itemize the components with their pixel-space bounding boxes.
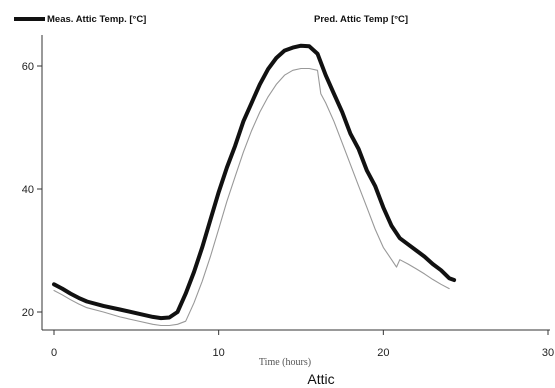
y-tick-label: 40	[22, 184, 34, 196]
series-line-predicted	[53, 67, 450, 327]
x-tick-label: 10	[213, 347, 225, 359]
chart-title: Attic	[307, 371, 334, 387]
series-group	[52, 43, 457, 327]
legend-label-predicted: Pred. Attic Temp [°C]	[314, 14, 408, 25]
series-line-measured	[52, 43, 457, 321]
x-tick-label: 20	[377, 347, 389, 359]
x-tick-label: 0	[51, 347, 57, 359]
y-tick-label: 60	[22, 61, 34, 73]
x-axis-label: Time (hours)	[259, 357, 311, 368]
y-tick-label: 20	[22, 307, 34, 319]
legend: Meas. Attic Temp. [°C] Pred. Attic Temp …	[14, 14, 408, 25]
x-tick-label: 30	[542, 347, 554, 359]
legend-label-measured: Meas. Attic Temp. [°C]	[47, 14, 146, 25]
axis-ticks: 0 10 20 30 20 40 60	[22, 61, 554, 359]
